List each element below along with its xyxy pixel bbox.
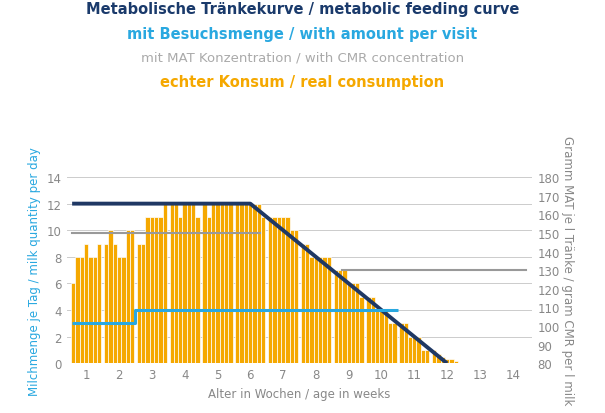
Bar xyxy=(141,244,145,363)
Bar xyxy=(191,204,195,363)
Bar xyxy=(371,297,375,363)
Bar xyxy=(224,204,228,363)
Bar xyxy=(178,217,183,363)
Bar xyxy=(445,359,450,363)
Text: echter Konsum / real consumption: echter Konsum / real consumption xyxy=(160,74,445,89)
Bar xyxy=(84,244,88,363)
Bar xyxy=(117,257,121,363)
Bar xyxy=(183,204,187,363)
Bar xyxy=(276,217,281,363)
Bar xyxy=(351,284,355,363)
Bar xyxy=(272,217,276,363)
Bar xyxy=(285,217,290,363)
Bar xyxy=(318,257,322,363)
Bar xyxy=(252,204,257,363)
Bar xyxy=(257,204,261,363)
Bar xyxy=(420,350,425,363)
Bar xyxy=(399,324,404,363)
Bar xyxy=(97,244,101,363)
Bar xyxy=(355,284,359,363)
Bar xyxy=(440,357,445,363)
Bar xyxy=(454,361,458,363)
Bar xyxy=(235,204,240,363)
Bar xyxy=(80,257,84,363)
Bar xyxy=(76,257,80,363)
Bar xyxy=(436,354,440,363)
Bar xyxy=(154,217,159,363)
Bar xyxy=(71,284,76,363)
Bar xyxy=(228,204,232,363)
Bar xyxy=(163,204,167,363)
Bar xyxy=(195,217,200,363)
Bar xyxy=(159,217,163,363)
Bar xyxy=(211,204,215,363)
Bar xyxy=(425,350,430,363)
Bar xyxy=(93,257,97,363)
Bar xyxy=(305,244,309,363)
Bar xyxy=(125,231,130,363)
Text: mit MAT Konzentration / with CMR concentration: mit MAT Konzentration / with CMR concent… xyxy=(141,52,464,64)
Bar xyxy=(207,217,211,363)
Y-axis label: Milchmenge je Tag / milk quantity per day: Milchmenge je Tag / milk quantity per da… xyxy=(28,146,41,395)
Bar xyxy=(338,271,342,363)
Bar xyxy=(187,204,191,363)
Bar xyxy=(268,217,272,363)
Bar xyxy=(281,217,285,363)
Bar xyxy=(388,324,392,363)
Bar xyxy=(294,231,298,363)
Bar xyxy=(314,257,318,363)
Bar xyxy=(113,244,117,363)
Bar xyxy=(149,217,154,363)
Bar xyxy=(240,204,244,363)
Bar xyxy=(309,257,314,363)
Bar xyxy=(145,217,149,363)
Bar xyxy=(416,337,420,363)
Bar xyxy=(327,257,331,363)
Y-axis label: Gramm MAT je l Tränke / gram CMR per l milk: Gramm MAT je l Tränke / gram CMR per l m… xyxy=(560,136,574,405)
Bar xyxy=(347,284,351,363)
Bar xyxy=(384,310,388,363)
Bar xyxy=(215,204,220,363)
Bar xyxy=(290,231,294,363)
Bar xyxy=(359,297,364,363)
Bar xyxy=(301,244,305,363)
Text: Metabolische Tränkekurve / metabolic feeding curve: Metabolische Tränkekurve / metabolic fee… xyxy=(86,2,519,17)
Bar xyxy=(408,337,412,363)
Bar xyxy=(137,244,141,363)
Bar xyxy=(379,310,384,363)
Bar xyxy=(244,204,248,363)
Bar xyxy=(202,204,207,363)
Bar xyxy=(333,271,338,363)
Bar xyxy=(375,310,379,363)
Bar xyxy=(108,231,113,363)
X-axis label: Alter in Wochen / age in weeks: Alter in Wochen / age in weeks xyxy=(208,387,391,400)
Bar xyxy=(404,324,408,363)
Bar xyxy=(104,244,108,363)
Bar xyxy=(88,257,93,363)
Bar xyxy=(121,257,125,363)
Bar xyxy=(261,217,266,363)
Bar xyxy=(342,271,347,363)
Bar xyxy=(220,204,224,363)
Text: mit Besuchsmenge / with amount per visit: mit Besuchsmenge / with amount per visit xyxy=(128,27,477,42)
Bar xyxy=(432,350,436,363)
Bar xyxy=(174,204,178,363)
Bar xyxy=(322,257,327,363)
Bar xyxy=(392,324,397,363)
Bar xyxy=(130,231,134,363)
Bar xyxy=(412,337,416,363)
Bar xyxy=(248,204,252,363)
Bar xyxy=(367,297,371,363)
Bar xyxy=(450,359,454,363)
Bar xyxy=(169,204,174,363)
